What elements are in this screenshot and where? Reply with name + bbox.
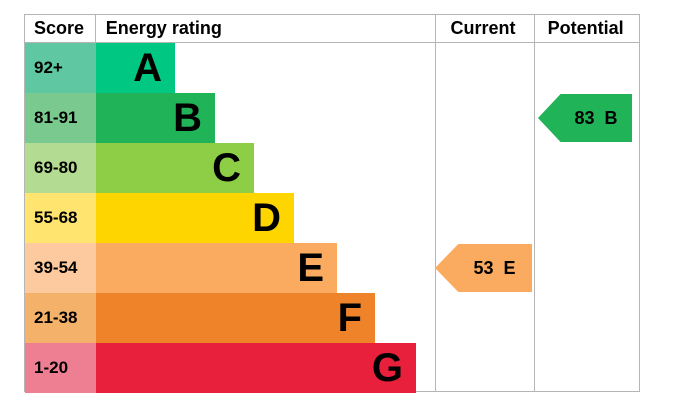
band-bar-g: G bbox=[96, 343, 416, 393]
score-column-header: Score bbox=[25, 15, 96, 42]
band-bar-b: B bbox=[96, 93, 215, 143]
band-row-g: 1-20 G bbox=[25, 343, 639, 393]
band-bar-a: A bbox=[96, 43, 175, 93]
band-row-f: 21-38 F bbox=[25, 293, 639, 343]
band-row-e: 39-54 E bbox=[25, 243, 639, 293]
current-rating-arrow: 53 E bbox=[435, 244, 532, 292]
band-row-c: 69-80 C bbox=[25, 143, 639, 193]
score-range-g: 1-20 bbox=[25, 343, 96, 393]
current-rating-band: E bbox=[503, 257, 516, 278]
score-range-e: 39-54 bbox=[25, 243, 96, 293]
potential-rating-arrow: 83 B bbox=[538, 94, 632, 142]
band-row-a: 92+ A bbox=[25, 43, 639, 93]
band-bar-e: E bbox=[96, 243, 337, 293]
potential-rating-value: 83 bbox=[574, 107, 595, 128]
current-column-header: Current bbox=[450, 18, 516, 38]
band-row-d: 55-68 D bbox=[25, 193, 639, 243]
score-range-d: 55-68 bbox=[25, 193, 96, 243]
current-column-divider bbox=[435, 15, 436, 391]
score-range-a: 92+ bbox=[25, 43, 96, 93]
score-range-f: 21-38 bbox=[25, 293, 96, 343]
epc-rating-chart: Score Energy rating Current Potential 92… bbox=[24, 14, 640, 393]
band-row-b: 81-91 B bbox=[25, 93, 639, 143]
band-bar-f: F bbox=[96, 293, 375, 343]
band-bar-c: C bbox=[96, 143, 254, 193]
energy-rating-column-header: Energy rating bbox=[105, 18, 222, 38]
potential-column-header: Potential bbox=[547, 18, 624, 38]
band-bar-d: D bbox=[96, 193, 294, 243]
potential-rating-band: B bbox=[604, 107, 618, 128]
chart-header-row: Score Energy rating Current Potential bbox=[25, 15, 639, 43]
current-rating-value: 53 bbox=[473, 257, 494, 278]
score-range-b: 81-91 bbox=[25, 93, 96, 143]
score-range-c: 69-80 bbox=[25, 143, 96, 193]
potential-column-divider bbox=[534, 15, 535, 391]
